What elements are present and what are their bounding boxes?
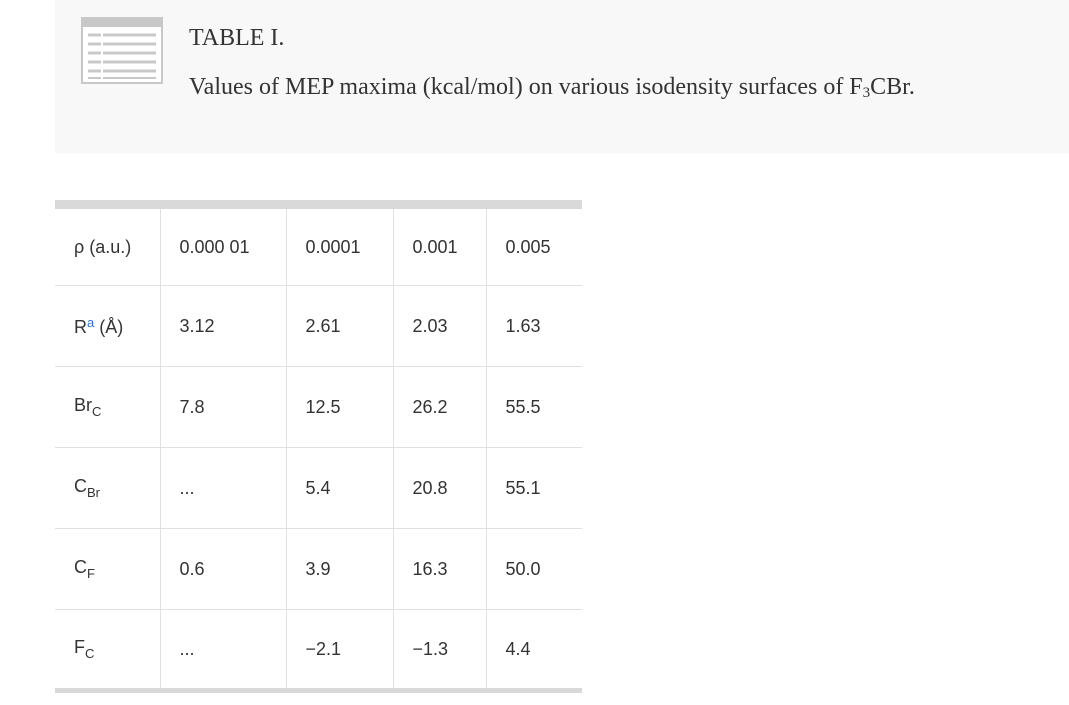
table-cell: 3.12 <box>159 285 286 367</box>
table-cell: ... <box>159 609 286 691</box>
table-cell: 26.2 <box>392 366 486 448</box>
table-cell: 12.5 <box>285 366 393 448</box>
table-cell: 0.6 <box>159 528 286 610</box>
table-cell: 20.8 <box>392 447 486 529</box>
table-cell: 2.61 <box>285 285 393 367</box>
table-caption: TABLE I. Values of MEP maxima (kcal/mol)… <box>55 0 1069 153</box>
table-cell: ... <box>159 447 286 529</box>
table-row: Ra (Å) 3.12 2.61 2.03 1.63 <box>55 285 582 367</box>
table-cell: 2.03 <box>392 285 486 367</box>
table-cell: 3.9 <box>285 528 393 610</box>
table-cell: 7.8 <box>159 366 286 448</box>
row-label: FC <box>74 637 95 661</box>
row-label: Ra (Å) <box>55 285 160 367</box>
table-body: ρ (a.u.) 0.000 01 0.0001 0.001 0.005 Ra (Å) 3.… <box>55 204 582 691</box>
row-label: CBr <box>55 447 160 529</box>
row-label: CF <box>55 528 160 610</box>
table-cell: 50.0 <box>485 528 582 610</box>
table-cell: 16.3 <box>392 528 486 610</box>
table-cell: 4.4 <box>485 609 582 691</box>
table-icon <box>81 17 163 84</box>
table-cell: 5.4 <box>285 447 393 529</box>
table-cell: 55.5 <box>485 366 582 448</box>
table-row: BrC 7.8 12.5 26.2 55.5 <box>55 366 582 448</box>
table-row-header: ρ (a.u.) 0.000 01 0.0001 0.001 0.005 <box>55 204 582 286</box>
table-caption-text: Values of MEP maxima (kcal/mol) on vario… <box>189 74 915 101</box>
table-cell: 1.63 <box>485 285 582 367</box>
header-cell: 0.001 <box>392 204 486 286</box>
table-cell: −2.1 <box>285 609 393 691</box>
footnote-link[interactable]: a <box>87 314 95 330</box>
data-table: ρ (a.u.) 0.000 01 0.0001 0.001 0.005 Ra (Å) 3.… <box>55 200 582 693</box>
table-row: CF 0.6 3.9 16.3 50.0 <box>55 528 582 610</box>
row-label: ρ (a.u.) <box>55 204 160 286</box>
table-cell: 55.1 <box>485 447 582 529</box>
header-cell: 0.005 <box>485 204 582 286</box>
row-label: BrC <box>55 366 160 448</box>
table-row: FC... −2.1 −1.3 4.4 <box>55 609 582 691</box>
header-cell: 0.0001 <box>285 204 393 286</box>
table-row: CBr... 5.4 20.8 55.1 <box>55 447 582 529</box>
table-label: TABLE I. <box>189 25 285 51</box>
table-cell: −1.3 <box>392 609 486 691</box>
header-cell: 0.000 01 <box>159 204 286 286</box>
